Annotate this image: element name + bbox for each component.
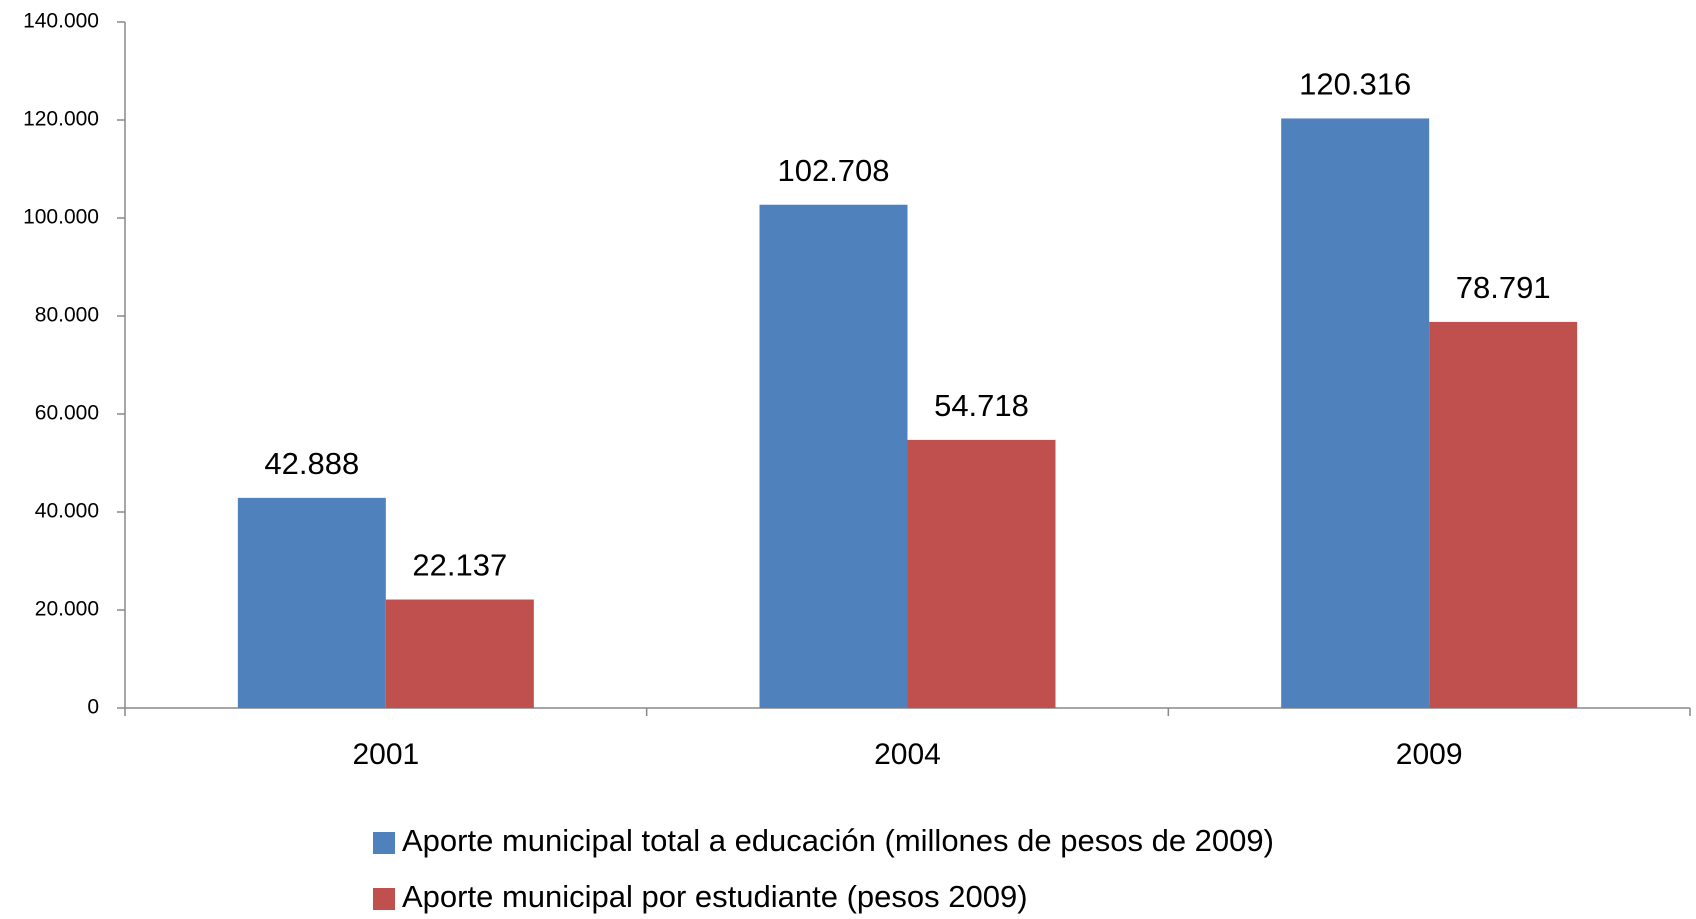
value-label: 102.708 <box>777 153 889 188</box>
bar <box>1281 118 1430 708</box>
value-label: 78.791 <box>1456 270 1551 305</box>
y-tick-label: 60.000 <box>35 402 99 425</box>
bar <box>237 497 386 708</box>
y-tick-label: 20.000 <box>35 598 99 621</box>
bar <box>1429 321 1578 708</box>
x-tick-label: 2001 <box>352 738 419 771</box>
legend-label: Aporte municipal por estudiante (pesos 2… <box>402 879 1028 914</box>
value-label: 54.718 <box>934 388 1029 423</box>
legend-swatch <box>373 888 395 910</box>
value-label: 22.137 <box>412 548 507 583</box>
bar <box>759 204 908 708</box>
y-tick-label: 140.000 <box>23 10 99 33</box>
value-label: 42.888 <box>264 446 359 481</box>
y-tick-label: 40.000 <box>35 500 99 523</box>
x-tick-label: 2004 <box>874 738 941 771</box>
y-tick-label: 80.000 <box>35 304 99 327</box>
value-label: 120.316 <box>1299 67 1411 102</box>
y-tick-label: 120.000 <box>23 108 99 131</box>
bar <box>907 439 1056 708</box>
bar <box>385 599 534 708</box>
y-tick-label: 0 <box>87 696 99 719</box>
legend-swatch <box>373 832 395 854</box>
y-tick-label: 100.000 <box>23 206 99 229</box>
legend-label: Aporte municipal total a educación (mill… <box>402 823 1274 858</box>
x-tick-label: 2009 <box>1396 738 1463 771</box>
